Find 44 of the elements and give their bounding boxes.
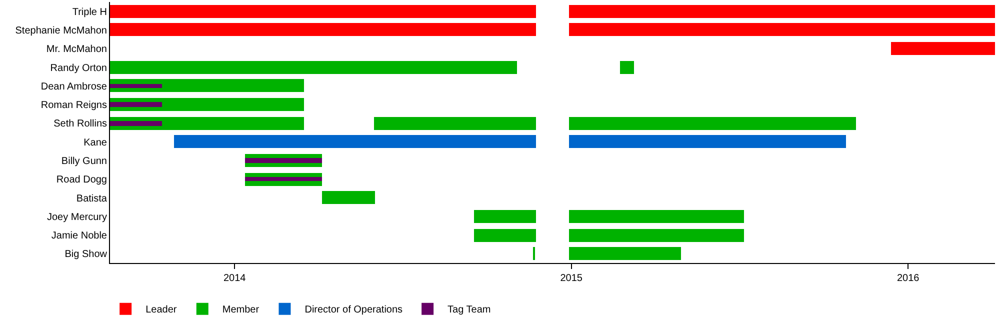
x-tick-label: 2015	[560, 273, 583, 284]
y-tick-label: Seth Rollins	[54, 118, 107, 130]
bar	[569, 23, 995, 36]
y-tick-label: Stephanie McMahon	[15, 25, 107, 36]
bar	[569, 5, 995, 18]
bar	[245, 177, 322, 181]
y-tick-label: Roman Reigns	[40, 100, 107, 112]
y-tick-label: Dean Ambrose	[40, 81, 108, 92]
legend-label: Director of Operations	[304, 304, 403, 316]
bar	[110, 79, 304, 92]
bar	[569, 247, 681, 260]
bar	[374, 117, 536, 130]
y-tick-label: Road Dogg	[56, 174, 107, 186]
x-tick-label: 2014	[223, 273, 246, 284]
bar	[569, 210, 744, 223]
y-tick-label: Mr. McMahon	[46, 44, 107, 56]
y-tick-label: Randy Orton	[50, 62, 107, 74]
bar	[474, 229, 536, 242]
y-tick-label: Joey Mercury	[46, 212, 107, 223]
bar	[110, 5, 536, 18]
bar	[110, 84, 162, 88]
bar	[569, 229, 744, 242]
y-tick-label: Batista	[76, 193, 108, 204]
bar	[322, 191, 375, 204]
bar	[569, 117, 856, 130]
y-tick-label: Big Show	[64, 249, 108, 260]
bar	[110, 102, 162, 107]
y-tick-label: Billy Gunn	[61, 156, 107, 167]
bar	[110, 61, 517, 74]
legend-label: Leader	[146, 304, 178, 316]
y-tick-label: Triple H	[72, 6, 107, 18]
y-tick-label: Jamie Noble	[51, 230, 108, 242]
bar	[620, 61, 634, 74]
x-tick-label: 2016	[896, 273, 920, 284]
bar	[245, 158, 322, 163]
bar	[174, 135, 536, 148]
bar	[569, 135, 846, 148]
y-tick-label: Kane	[84, 137, 108, 148]
bar	[110, 121, 162, 126]
bar	[891, 42, 995, 55]
bar	[474, 210, 536, 223]
bar	[110, 23, 536, 36]
legend-label: Tag Team	[448, 304, 491, 316]
legend-label: Member	[222, 304, 260, 316]
